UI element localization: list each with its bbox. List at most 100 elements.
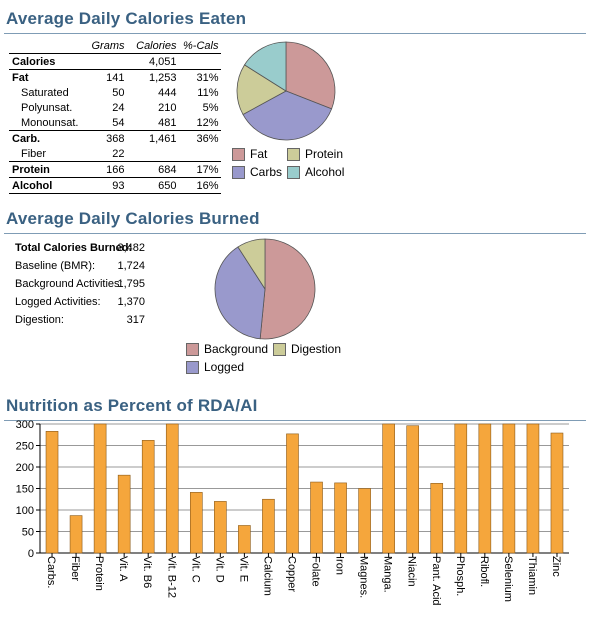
cell-calories: 684: [127, 161, 180, 178]
table-row: Saturated 50 444 11%: [9, 85, 221, 100]
cell-pct: 17%: [179, 161, 222, 178]
cell-pct: [179, 53, 222, 70]
x-tick-label: Ribofl.: [478, 556, 490, 587]
bar-zinc: [550, 432, 564, 554]
rda-bar-chart: 0 50 100 150 200 250 300 Carbs. Fiber Protein Vit.…: [16, 419, 569, 606]
bar-thiamin: [526, 423, 540, 554]
pie-slice-background: [259, 238, 316, 340]
cell-pct: 16%: [179, 177, 222, 194]
pie-slice-fat: [285, 41, 336, 110]
y-tick-label: 100: [16, 505, 34, 517]
legend-label-fat: Fat: [250, 147, 268, 161]
cell-grams: 368: [106, 132, 125, 145]
bar-vit-b-12: [165, 423, 179, 554]
table-row: Polyunsat. 24 210 5%: [9, 100, 221, 115]
bar-manga: [382, 423, 395, 554]
bar-phosph: [454, 423, 468, 554]
bar-niacin: [406, 425, 420, 554]
x-tick-label: Fiber: [69, 556, 81, 581]
bar-ribofl: [478, 423, 492, 554]
legend-label-background: Background: [204, 342, 269, 356]
pie-slice-protein: [236, 64, 287, 116]
x-tick-label: Vit. E: [237, 556, 249, 582]
bar-pant-acid: [430, 483, 444, 554]
cell-grams: 24: [112, 101, 125, 114]
cell-pct: 12%: [179, 115, 222, 131]
eaten-title: Average Daily Calories Eaten: [6, 9, 247, 28]
cell-calories: [127, 146, 180, 162]
x-tick-label: Pant. Acid: [430, 556, 442, 606]
x-tick-label: Vit. B6: [141, 556, 153, 588]
table-row: Protein 166 684 17%: [9, 161, 222, 178]
cell-calories: 650: [127, 177, 180, 194]
y-tick-label: 300: [16, 419, 34, 431]
header-pct-cals: %-Cals: [183, 39, 219, 52]
pie-slice-carbs: [242, 90, 333, 141]
bar-vit-d: [214, 501, 227, 554]
burned-value-background: 1,795: [117, 278, 145, 290]
pie-slice-digestion: [237, 238, 266, 291]
bar-folate: [310, 481, 323, 554]
table-row: Monounsat. 54 481 12%: [9, 115, 222, 131]
cell-label: Monounsat.: [9, 115, 82, 131]
burned-value-logged: 1,370: [117, 296, 145, 308]
bar-copper: [286, 433, 299, 554]
cell-calories: 210: [158, 101, 177, 114]
burned-value-total: 3,482: [117, 242, 145, 254]
header-label: [9, 38, 81, 54]
cell-calories: 481: [127, 115, 180, 131]
bar-selenium: [502, 423, 516, 554]
y-tick-label: 200: [16, 462, 34, 474]
cell-label: Protein: [9, 161, 82, 178]
legend-swatch-protein: [287, 148, 300, 161]
table-row: Carb. 368 1,461 36%: [9, 131, 221, 147]
cell-pct: [179, 146, 222, 162]
legend-swatch-fat: [232, 148, 245, 161]
x-tick-label: Zinc: [550, 556, 562, 577]
cell-label: Alcohol: [9, 177, 82, 194]
pie-slice-alcohol: [243, 41, 287, 92]
bar-fiber: [69, 515, 83, 554]
x-tick-label: Vit. A: [117, 556, 129, 582]
burned-label-digestion: Digestion:: [15, 314, 64, 326]
bar-vit-e: [238, 525, 251, 554]
burned-divider: [4, 233, 586, 234]
cell-pct: 5%: [202, 101, 219, 114]
cell-calories: 1,253: [148, 71, 177, 84]
cell-grams: 50: [112, 86, 125, 99]
x-tick-label: Copper: [285, 556, 297, 592]
x-tick-label: Manga.: [382, 556, 394, 593]
legend-swatch-logged: [186, 361, 199, 374]
bar-iron: [334, 482, 347, 554]
cell-pct: 31%: [196, 71, 219, 84]
x-tick-label: Vit. D: [213, 556, 225, 583]
x-tick-label: Magnes.: [358, 556, 370, 598]
eaten-divider: [4, 33, 586, 34]
legend-label-protein: Protein: [305, 147, 344, 161]
x-tick-label: Vit. C: [189, 556, 201, 583]
rda-title: Nutrition as Percent of RDA/AI: [6, 396, 258, 415]
legend-label-logged: Logged: [204, 360, 245, 374]
cell-pct: 11%: [197, 86, 219, 99]
bar-vit-a: [117, 474, 131, 554]
table-row: Fiber 22: [9, 146, 222, 162]
x-tick-label: Protein: [93, 556, 105, 591]
cell-pct: 36%: [196, 132, 219, 145]
cell-label: Fat: [12, 71, 29, 84]
cell-grams: 22: [81, 146, 128, 162]
bar-calcium: [262, 498, 275, 554]
legend-swatch-background: [186, 343, 199, 356]
legend-label-alcohol: Alcohol: [305, 165, 345, 179]
table-row: Alcohol 93 650 16%: [9, 177, 222, 194]
bar-vit-b6: [141, 440, 155, 554]
cell-calories: 4,051: [127, 53, 180, 70]
cell-grams: 54: [81, 115, 128, 131]
x-tick-label: Niacin: [406, 556, 418, 587]
legend-swatch-alcohol: [287, 166, 300, 179]
x-tick-label: Vit. B-12: [165, 556, 177, 598]
cell-grams: 141: [106, 71, 125, 84]
x-tick-label: Carbs.: [45, 556, 57, 588]
cell-grams: [81, 53, 128, 70]
legend-label-digestion: Digestion: [291, 342, 342, 356]
table-row: Fat 141 1,253 31%: [9, 70, 221, 86]
